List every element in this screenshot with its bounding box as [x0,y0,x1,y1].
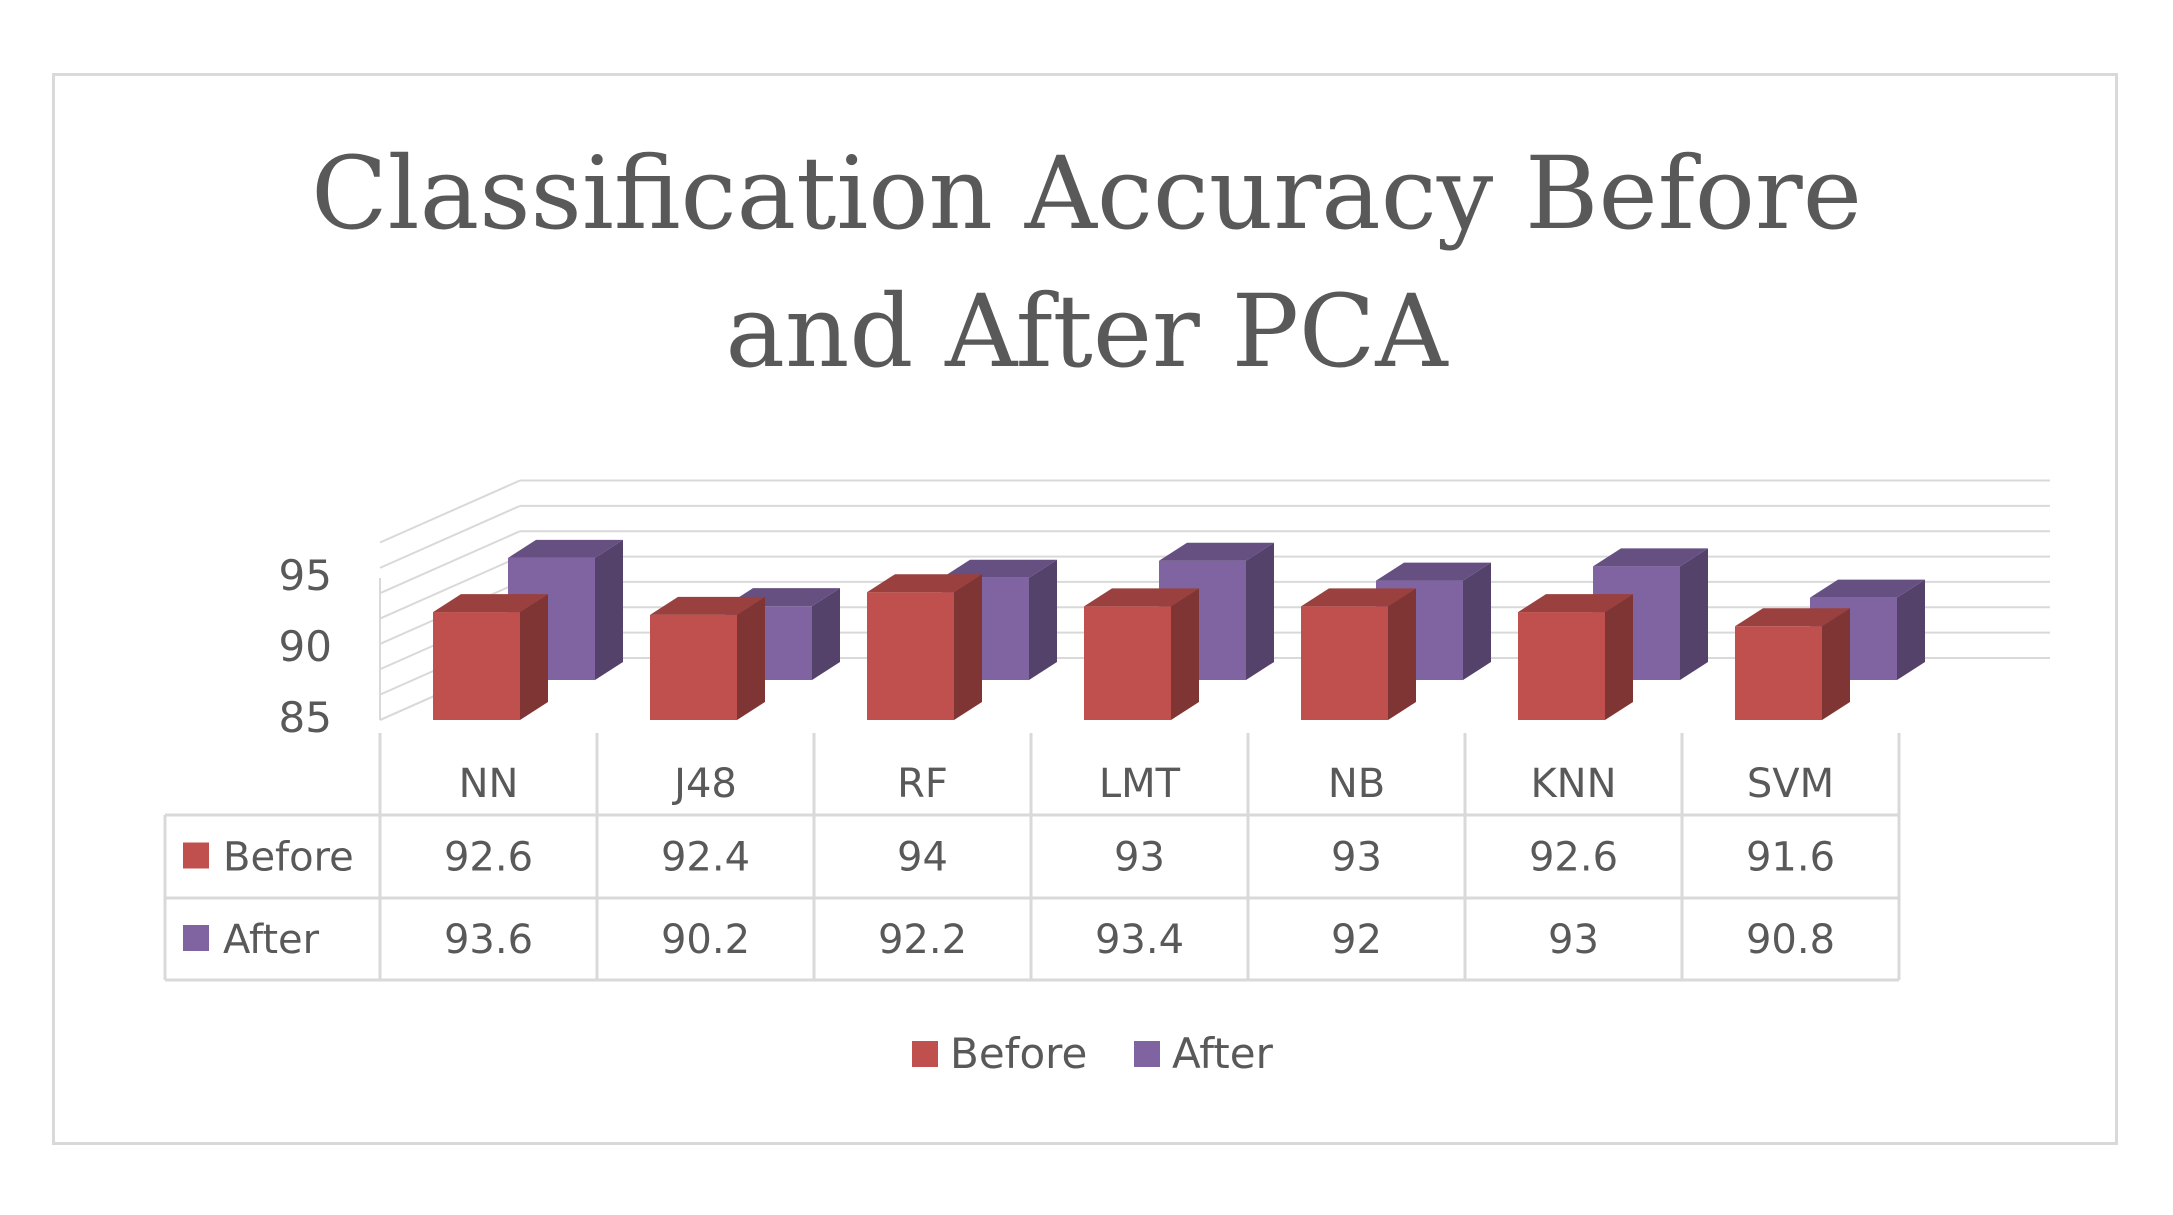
legend-key-before [912,1041,938,1067]
bar-before-rf [867,592,954,720]
data-label: 94 [897,835,948,881]
data-label: 90.2 [661,917,750,963]
legend-entry-after: After [1172,1029,1274,1078]
bar-top [650,596,765,615]
data-label: 91.6 [1746,835,1835,881]
bar-side [1246,542,1274,680]
bar-before-j48 [650,614,737,720]
bar-top [867,574,982,593]
bar-before-knn [1518,612,1605,720]
gridline-side [379,530,521,595]
bar-top [1301,588,1416,607]
bar-side [595,539,623,680]
bar-group [1301,588,1416,720]
bar-top [1593,548,1708,567]
chart-title: Classification Accuracy Before and After… [0,125,2173,401]
table-row-label-before: Before [223,835,354,881]
bar-before-nb [1301,606,1388,720]
data-label: 93 [1331,835,1382,881]
data-label: 92.6 [444,835,533,881]
bar-side [954,574,982,720]
bar-top [942,559,1057,578]
table-category-rf: RF [897,761,948,807]
table-category-svm: SVM [1747,761,1834,807]
table-row-label-after: After [223,917,320,963]
table-category-knn: KNN [1530,761,1616,807]
table-category-nb: NB [1328,761,1385,807]
y-axis: 85 90 95 [279,551,332,742]
bar-side [1388,588,1416,720]
y-tick-label: 90 [279,622,332,671]
table-legend-key-before [183,842,209,869]
y-tick-label: 85 [279,693,332,742]
bar-top [508,539,623,558]
bar-top [1084,588,1199,607]
data-label: 92.6 [1529,835,1618,881]
data-label: 93 [1548,917,1599,963]
bar-before-lmt [1084,606,1171,720]
bar-side [737,596,765,720]
bar-group [1084,588,1199,720]
bar-group [1518,594,1633,720]
bar-side [1605,594,1633,720]
bar-top [1810,579,1925,598]
legend: Before After [912,1029,1274,1078]
bar-top [433,594,548,613]
bar-before-nn [433,612,520,720]
data-label: 92.4 [661,835,750,881]
bar-top [1735,608,1850,627]
gridline-side [379,504,521,569]
bar-side [1897,579,1925,680]
bar-side [1822,608,1850,720]
data-label: 92 [1331,917,1382,963]
gridline-side [379,555,521,620]
bar-top [1376,562,1491,581]
chart-title-line-2: and After PCA [725,273,1448,390]
legend-key-after [1134,1041,1160,1067]
bar-side [1680,548,1708,680]
data-label: 93.6 [444,917,533,963]
table-category-nn: NN [459,761,519,807]
data-label: 90.8 [1746,917,1835,963]
bar-side [812,588,840,680]
bar-group [1735,608,1850,720]
bar-top [1518,594,1633,613]
bar-side [1463,562,1491,680]
bar-group [433,594,548,720]
bar-before-svm [1735,626,1822,720]
legend-entry-before: Before [950,1029,1087,1078]
data-label: 92.2 [878,917,967,963]
bars [433,539,1925,720]
table-legend-key-after [183,925,209,951]
y-tick-label: 95 [279,551,332,600]
bar-side [1029,559,1057,680]
chart-title-line-1: Classification Accuracy Before [311,135,1862,252]
bar-group [650,596,765,720]
data-table: NN J48 RF LMT NB KNN SVM Before 92.6 92.4 94 93 93 92… [163,733,1901,982]
table-category-j48: J48 [671,761,737,807]
bar-side [1171,588,1199,720]
bar-group [867,574,982,720]
table-category-lmt: LMT [1099,761,1181,807]
data-label: 93.4 [1095,917,1184,963]
data-label: 93 [1114,835,1165,881]
bar-top [1159,542,1274,561]
bar-side [520,594,548,720]
gridline-side [379,479,521,544]
